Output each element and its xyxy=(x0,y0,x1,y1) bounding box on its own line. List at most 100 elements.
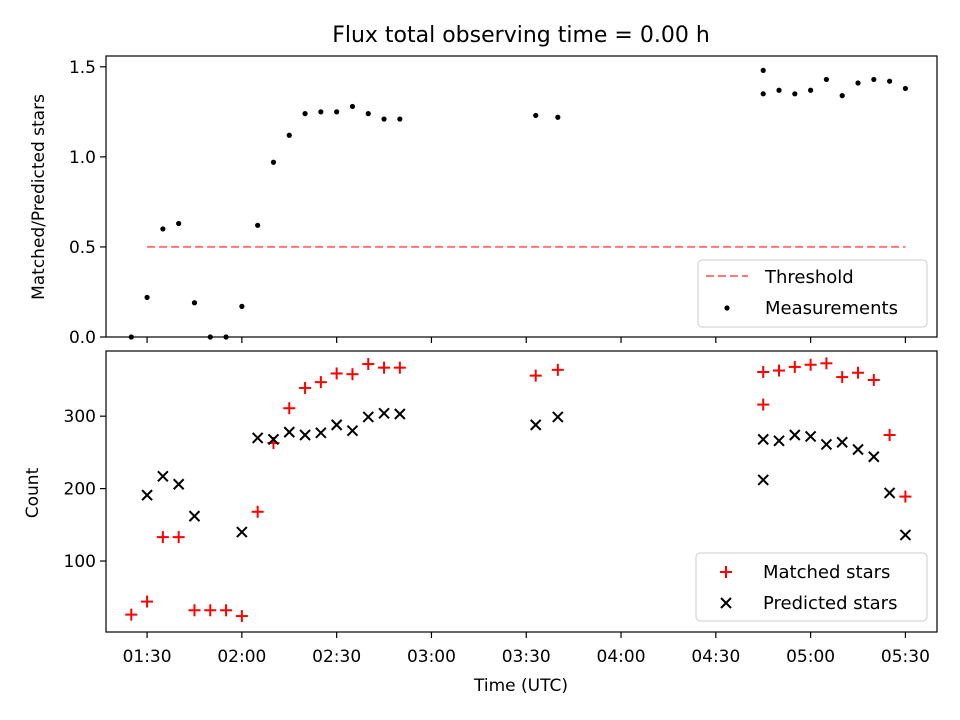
measurement-point xyxy=(855,80,861,86)
matched-stars-point xyxy=(899,490,912,503)
bottom-plot-frame xyxy=(105,350,938,633)
predicted-stars-point xyxy=(773,435,785,447)
top-y-ticks: 0.0 0.5 1.0 1.5 xyxy=(69,58,106,348)
measurement-point xyxy=(792,91,798,97)
matched-stars-point xyxy=(757,398,770,411)
legend-matched-label: Matched stars xyxy=(763,562,890,583)
x-tick-label: 05:30 xyxy=(881,647,930,667)
matched-stars-point xyxy=(551,363,564,376)
predicted-stars-point xyxy=(868,451,880,463)
measurement-point xyxy=(839,93,845,99)
x-tick-label: 01:30 xyxy=(123,647,172,667)
legend-measurements-swatch xyxy=(724,305,730,311)
y-tick-label: 200 xyxy=(64,480,96,500)
matched-stars-point xyxy=(220,604,233,617)
predicted-stars-point xyxy=(299,429,311,441)
matched-stars-point xyxy=(204,604,217,617)
measurement-point xyxy=(318,109,324,115)
matched-stars-point xyxy=(852,366,865,379)
predicted-stars-point xyxy=(157,470,169,482)
predicted-stars-point xyxy=(852,443,864,456)
x-tick-label: 05:00 xyxy=(786,647,835,667)
measurement-point xyxy=(176,220,182,227)
matched-stars-point xyxy=(804,358,817,371)
measurement-point xyxy=(128,334,134,340)
legend-measurements-label: Measurements xyxy=(765,298,898,319)
measurement-point xyxy=(286,132,292,138)
predicted-stars-point xyxy=(757,433,769,446)
predicted-stars-point xyxy=(820,438,833,451)
matched-stars-point xyxy=(773,364,786,377)
y-tick-label: 0.5 xyxy=(69,238,96,258)
bottom-y-ticks: 100 200 300 xyxy=(64,407,106,572)
predicted-stars-point xyxy=(378,407,390,419)
predicted-stars-point xyxy=(188,510,201,522)
measurement-point xyxy=(365,111,371,117)
x-tick-label: 04:00 xyxy=(597,647,646,667)
matched-stars-point xyxy=(362,358,375,371)
top-legend-box xyxy=(697,259,928,328)
measurement-point xyxy=(555,114,561,120)
y-tick-label: 0.0 xyxy=(69,328,96,348)
x-tick-label: 02:00 xyxy=(217,647,266,667)
matched-stars-point xyxy=(378,361,391,374)
predicted-stars-point xyxy=(330,419,343,431)
x-axis-label: Time (UTC) xyxy=(473,676,568,696)
y-tick-label: 1.0 xyxy=(69,148,96,168)
measurement-point xyxy=(255,222,261,228)
measurement-point xyxy=(760,91,766,97)
bottom-x-ticks: 01:30 02:00 02:30 03:00 03:30 04:00 04:30 05:00… xyxy=(123,632,930,667)
predicted-stars-point xyxy=(530,419,542,431)
measurement-point xyxy=(223,334,229,340)
measurement-point xyxy=(397,116,403,122)
bottom-legend-box xyxy=(695,552,928,622)
legend-matched-swatch xyxy=(720,566,732,578)
matched-stars-point xyxy=(867,373,880,386)
matched-stars-point xyxy=(156,531,169,544)
top-plot-frame xyxy=(105,55,938,338)
predicted-stars-point xyxy=(141,489,153,501)
legend-predicted-label: Predicted stars xyxy=(763,593,897,614)
top-marks xyxy=(128,67,909,340)
predicted-stars-point xyxy=(789,429,801,441)
x-tick-label: 02:30 xyxy=(312,647,361,667)
measurement-point xyxy=(144,294,150,300)
matched-stars-point xyxy=(251,505,264,518)
predicted-stars-point xyxy=(172,478,185,490)
predicted-stars-point xyxy=(251,432,264,444)
legend-predicted-swatch xyxy=(720,597,732,609)
measurement-point xyxy=(270,159,277,165)
matched-stars-point xyxy=(188,604,201,617)
x-tick-label: 04:30 xyxy=(691,647,740,667)
matched-stars-point xyxy=(172,531,185,544)
x-tick-label: 03:00 xyxy=(407,647,456,667)
bottom-panel: 100 200 300 01:30 02:00 02:30 03:00 03:30 04:00… xyxy=(23,350,938,696)
predicted-stars-point xyxy=(757,474,769,486)
matched-stars-point xyxy=(529,369,542,382)
measurement-point xyxy=(160,226,166,232)
predicted-stars-point xyxy=(236,526,248,538)
matched-stars-point xyxy=(125,608,138,621)
bottom-marks xyxy=(125,357,912,623)
y-tick-label: 300 xyxy=(64,407,96,427)
top-panel: 0.0 0.5 1.0 1.5 Matched/Predicted stars Thr… xyxy=(29,55,938,348)
matched-stars-point xyxy=(836,371,849,384)
bottom-y-axis-label: Count xyxy=(23,467,43,518)
measurement-point xyxy=(381,116,387,122)
predicted-stars-point xyxy=(267,433,280,446)
measurement-point xyxy=(207,334,213,340)
predicted-stars-point xyxy=(315,427,327,439)
matched-stars-point xyxy=(820,357,833,370)
matched-stars-point xyxy=(346,368,359,381)
predicted-stars-point xyxy=(836,436,848,448)
predicted-stars-point xyxy=(804,430,817,443)
measurement-point xyxy=(823,76,830,83)
matched-stars-point xyxy=(283,402,296,415)
measurement-point xyxy=(808,87,814,93)
predicted-stars-point xyxy=(362,411,374,423)
predicted-stars-point xyxy=(552,411,564,423)
matched-stars-point xyxy=(330,367,343,380)
predicted-stars-point xyxy=(899,529,912,541)
top-legend: Threshold Measurements xyxy=(697,259,928,328)
